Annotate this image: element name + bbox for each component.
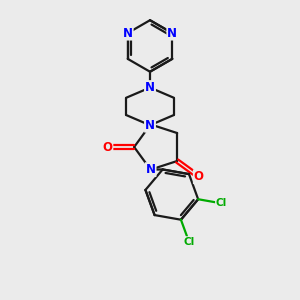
Text: N: N [167, 27, 177, 40]
Text: O: O [102, 140, 112, 154]
Text: N: N [146, 163, 156, 176]
Text: Cl: Cl [216, 198, 227, 208]
Text: N: N [145, 81, 155, 94]
Text: Cl: Cl [184, 237, 195, 247]
Text: N: N [145, 119, 155, 132]
Text: N: N [123, 27, 133, 40]
Text: O: O [194, 170, 204, 183]
